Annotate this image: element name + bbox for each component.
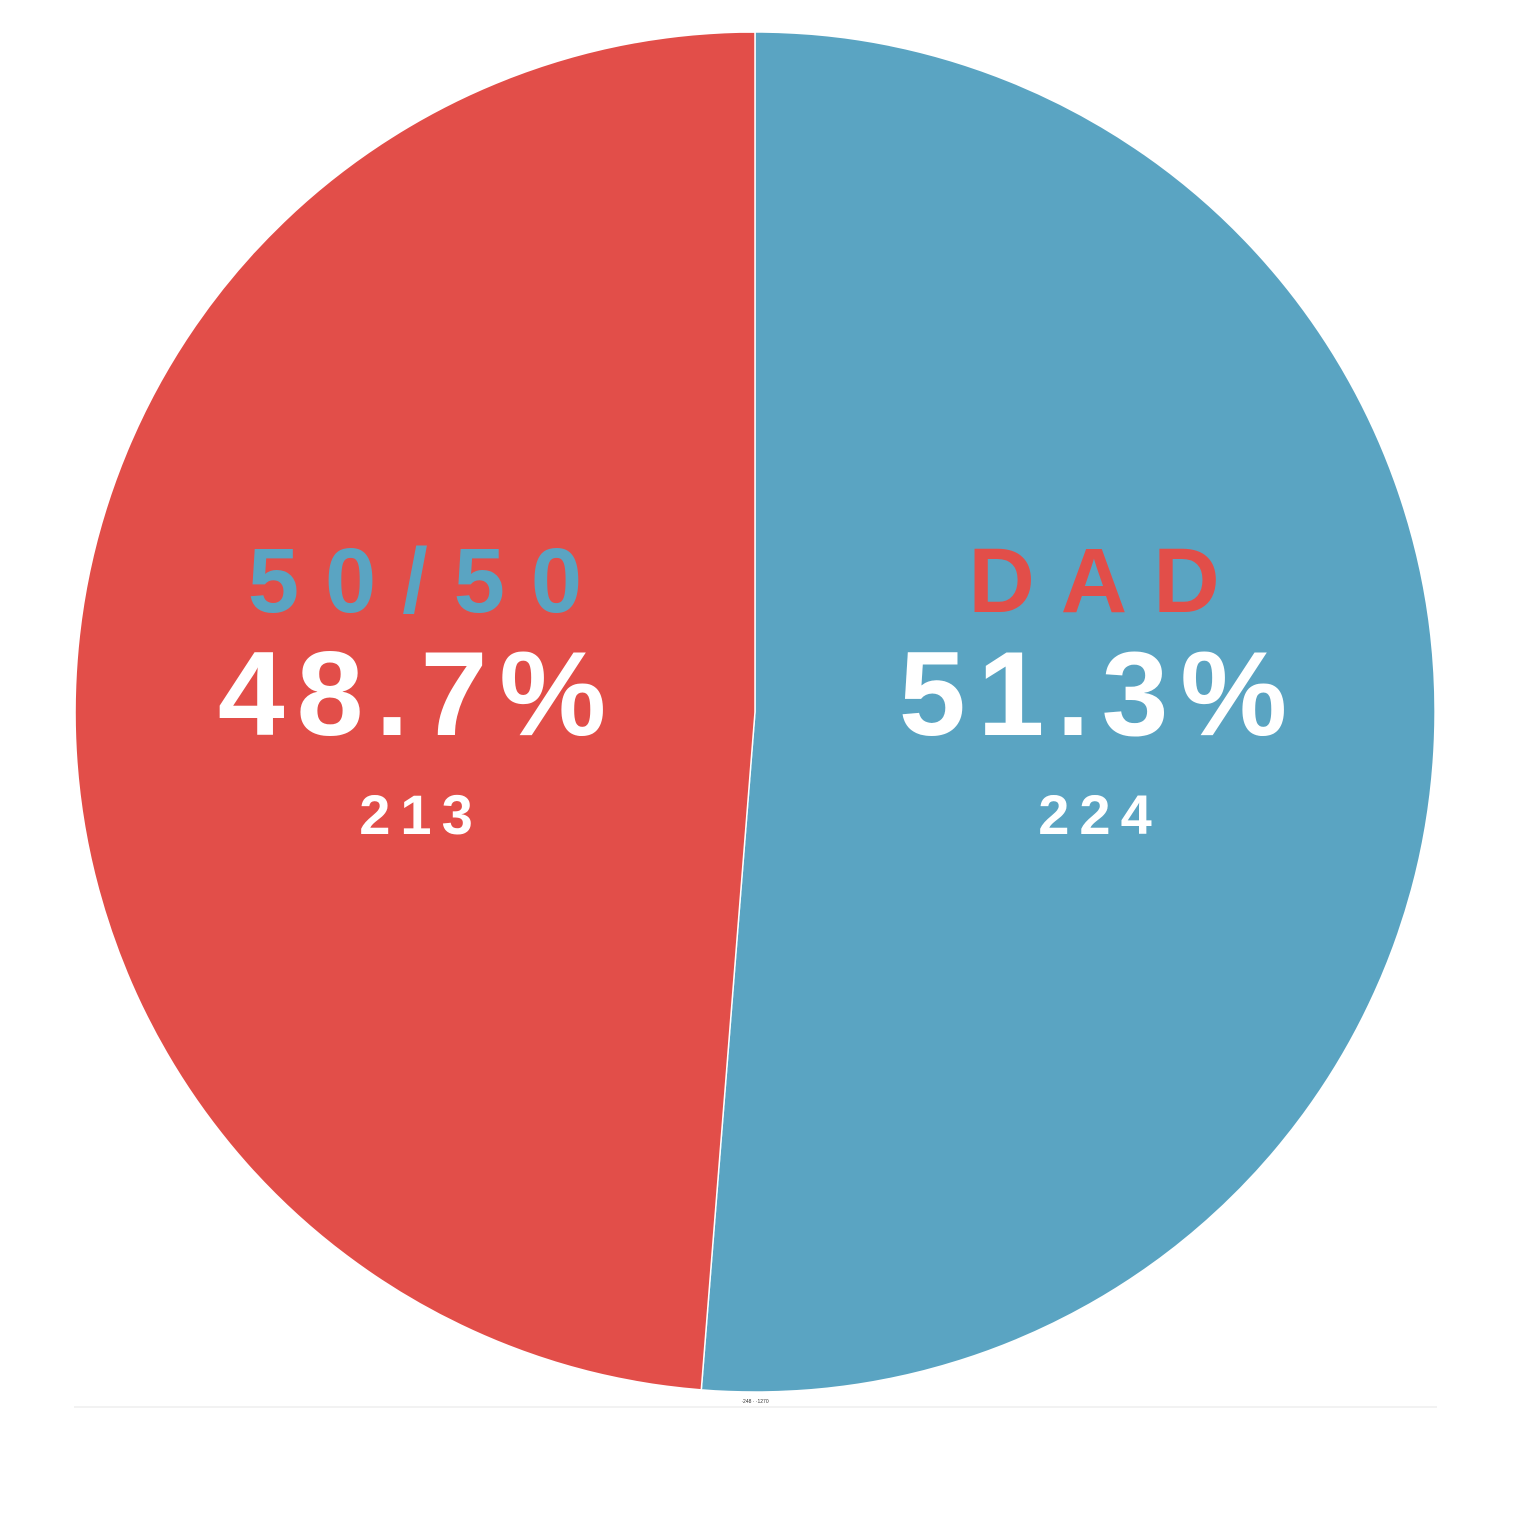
slice-dad-name-label: DAD — [968, 530, 1245, 632]
chart-footnote: ·248 · ·1270 — [741, 1399, 768, 1405]
slice-fifty-fifty-name-label: 50/50 — [248, 530, 608, 632]
slice-dad-percent-label: 51.3% — [899, 627, 1299, 761]
slice-fifty-fifty-count-label: 213 — [359, 783, 482, 846]
slice-dad-count-label: 224 — [1038, 783, 1161, 846]
pie-slices — [74, 31, 1436, 1393]
pie-slice-50-50 — [74, 31, 756, 1391]
pie-slice-dad — [700, 31, 1436, 1393]
slice-fifty-fifty-percent-label: 48.7% — [218, 627, 618, 761]
